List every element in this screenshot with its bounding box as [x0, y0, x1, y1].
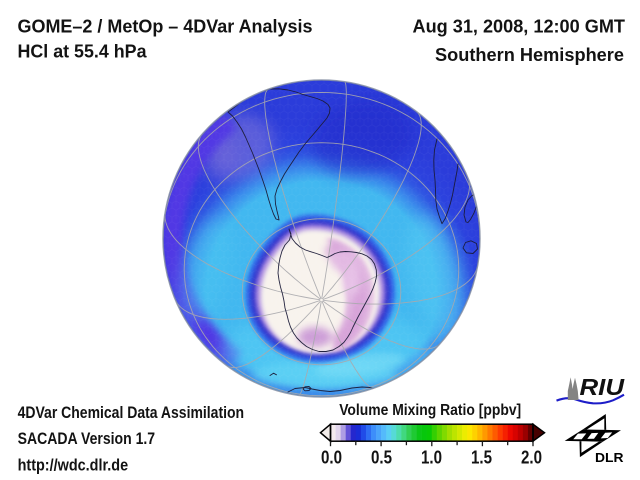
svg-text:0.0: 0.0 — [321, 448, 342, 468]
svg-text:HCl at 55.4 hPa: HCl at 55.4 hPa — [18, 41, 148, 62]
svg-text:1.5: 1.5 — [471, 448, 492, 468]
svg-text:SACADA Version 1.7: SACADA Version 1.7 — [18, 430, 156, 448]
svg-text:4DVar Chemical Data Assimilati: 4DVar Chemical Data Assimilation — [18, 404, 245, 422]
svg-text:Volume Mixing Ratio [ppbv]: Volume Mixing Ratio [ppbv] — [339, 402, 521, 419]
svg-text:1.0: 1.0 — [421, 448, 442, 468]
svg-text:GOME–2 / MetOp – 4DVar Analysi: GOME–2 / MetOp – 4DVar Analysis — [18, 16, 313, 37]
svg-text:2.0: 2.0 — [521, 448, 542, 468]
svg-text:0.5: 0.5 — [371, 448, 392, 468]
svg-text:RIU: RIU — [580, 374, 626, 400]
svg-text:http://wdc.dlr.de: http://wdc.dlr.de — [18, 456, 129, 474]
svg-text:Aug 31, 2008, 12:00 GMT: Aug 31, 2008, 12:00 GMT — [413, 16, 626, 37]
svg-text:Southern Hemisphere: Southern Hemisphere — [435, 44, 624, 65]
svg-text:DLR: DLR — [595, 451, 624, 465]
